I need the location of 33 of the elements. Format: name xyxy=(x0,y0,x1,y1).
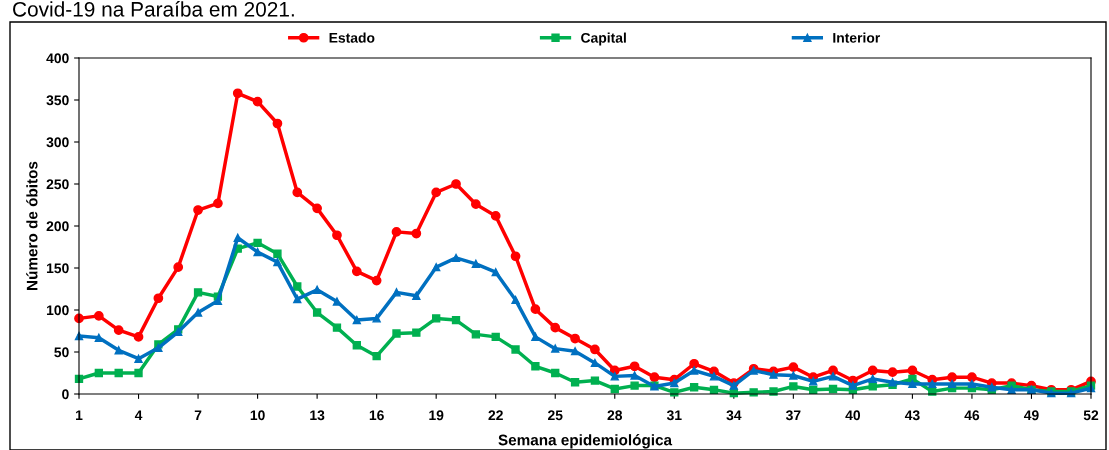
x-tick-label: 7 xyxy=(194,410,202,421)
x-tick-label: 40 xyxy=(845,410,861,421)
y-tick-label: 400 xyxy=(46,53,69,64)
chart-title: Covid-19 na Paraíba em 2021. xyxy=(13,1,294,17)
x-tick-label: 49 xyxy=(1023,410,1039,421)
y-tick-label: 250 xyxy=(46,179,69,190)
y-tick-label: 300 xyxy=(46,137,69,148)
y-tick-label: 50 xyxy=(54,347,69,358)
x-tick-label: 13 xyxy=(310,410,325,421)
x-tick-label: 4 xyxy=(134,410,143,421)
x-tick-label: 28 xyxy=(607,410,623,421)
y-tick-label: 200 xyxy=(46,221,69,232)
legend-label: Interior xyxy=(833,32,881,43)
x-axis-title: Semana epidemiológica xyxy=(498,434,673,449)
x-tick-label: 16 xyxy=(369,410,384,421)
y-tick-label: 350 xyxy=(46,95,69,106)
x-tick-label: 43 xyxy=(904,410,920,421)
x-tick-label: 34 xyxy=(726,410,742,421)
x-tick-label: 22 xyxy=(488,410,503,421)
x-tick-label: 52 xyxy=(1083,410,1099,421)
x-tick-label: 31 xyxy=(666,410,682,421)
x-tick-label: 10 xyxy=(250,410,265,421)
y-axis-title: Número de óbitos xyxy=(26,161,38,290)
y-tick-label: 100 xyxy=(46,305,69,316)
x-tick-label: 1 xyxy=(76,410,83,421)
x-tick-label: 19 xyxy=(429,410,444,421)
y-tick-label: 0 xyxy=(62,389,69,400)
legend-label: Capital xyxy=(581,32,626,46)
x-tick-label: 37 xyxy=(785,410,801,421)
x-tick-label: 46 xyxy=(964,410,980,421)
x-tick-label: 25 xyxy=(547,410,563,421)
y-tick-label: 150 xyxy=(46,263,69,274)
legend-label: Estado xyxy=(329,32,375,43)
